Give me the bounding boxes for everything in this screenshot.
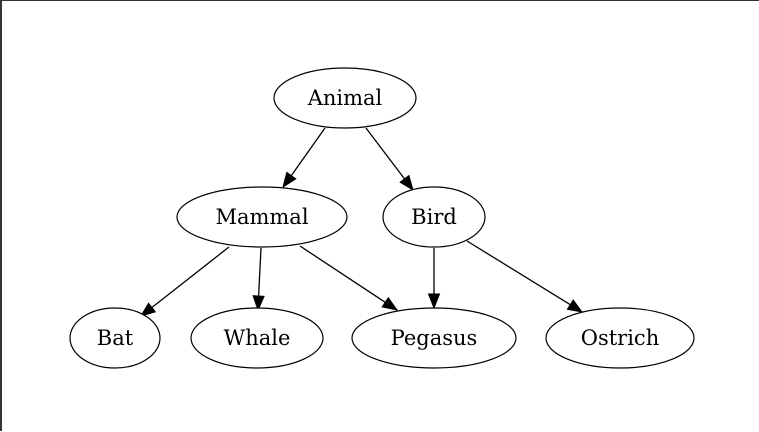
arrowhead-icon: [399, 174, 414, 192]
node-whale: Whale: [190, 307, 324, 369]
arrowhead-icon: [282, 171, 297, 189]
node-mammal: Mammal: [176, 186, 348, 248]
node-bird: Bird: [382, 186, 486, 248]
node-pegasus: Pegasus: [351, 307, 517, 369]
node-animal: Animal: [273, 67, 417, 129]
node-label-ostrich: Ostrich: [581, 326, 659, 350]
edge-mammal-pegasus: [299, 245, 399, 311]
node-label-bat: Bat: [97, 326, 134, 350]
node-label-mammal: Mammal: [215, 205, 308, 229]
edge-bird-ostrich: [466, 240, 584, 313]
edge-animal-bird: [365, 127, 414, 192]
arrowhead-icon: [566, 299, 584, 313]
arrowhead-icon: [427, 293, 441, 310]
node-label-whale: Whale: [224, 326, 291, 350]
node-label-bird: Bird: [411, 205, 457, 229]
arrowhead-icon: [252, 295, 265, 312]
node-bat: Bat: [69, 307, 161, 369]
node-ostrich: Ostrich: [545, 307, 695, 369]
arrowhead-icon: [139, 302, 157, 317]
arrowhead-icon: [381, 296, 399, 311]
edge-animal-mammal: [282, 127, 326, 189]
node-label-pegasus: Pegasus: [391, 326, 478, 350]
edge-bird-pegasus: [427, 248, 441, 310]
edge-mammal-bat: [139, 246, 230, 317]
edge-mammal-whale: [252, 247, 265, 312]
node-label-animal: Animal: [307, 86, 383, 110]
